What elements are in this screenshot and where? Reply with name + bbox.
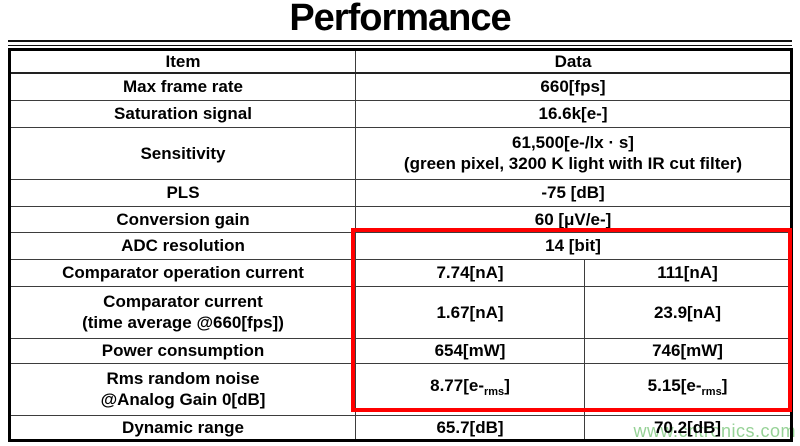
item-cell: Rms random noise @Analog Gain 0[dB] (9, 362, 356, 416)
item-cell: Power consumption (9, 337, 356, 364)
column-header-data: Data (354, 49, 793, 74)
data-cell-right: 23.9[nA] (583, 285, 793, 339)
item-cell: Comparator current (time average @660[fp… (9, 285, 356, 339)
item-line-1: Comparator current (103, 292, 263, 311)
data-line-2: (green pixel, 3200 K light with IR cut f… (403, 154, 743, 173)
rms-subscript: rms (484, 386, 505, 398)
data-cell: 16.6k[e-] (354, 99, 793, 128)
table-header-row: Item Data (9, 49, 793, 74)
table-row: ADC resolution 14 [bit] (9, 231, 793, 260)
item-line-2: @Analog Gain 0[dB] (100, 390, 266, 409)
table-row: Dynamic range 65.7[dB] 70.2[dB] (9, 414, 793, 441)
item-line-2: (time average @660[fps]) (82, 313, 284, 332)
data-cell: 60 [μV/e-] (354, 205, 793, 233)
table-row: Sensitivity 61,500[e-/lx · s] (green pix… (9, 126, 793, 180)
item-cell: Max frame rate (9, 72, 356, 101)
table-row: Saturation signal 16.6k[e-] (9, 99, 793, 128)
table-row: Comparator operation current 7.74[nA] 11… (9, 258, 793, 287)
performance-table: Item Data Max frame rate 660[fps] Satura… (8, 48, 794, 442)
data-cell-right: 746[mW] (583, 337, 793, 364)
data-cell-right: 70.2[dB] (583, 414, 793, 441)
table-row: Max frame rate 660[fps] (9, 72, 793, 101)
table-row: Conversion gain 60 [μV/e-] (9, 205, 793, 233)
item-line-1: Rms random noise (106, 369, 260, 388)
data-cell: 660[fps] (354, 72, 793, 101)
item-cell: Dynamic range (9, 414, 356, 441)
item-cell: Saturation signal (9, 99, 356, 128)
data-cell-left: 1.67[nA] (355, 285, 585, 339)
data-cell-left: 8.77[e-rms] (355, 362, 585, 416)
page-title: Performance (289, 0, 511, 39)
table-row: PLS -75 [dB] (9, 178, 793, 207)
data-line-1: 61,500[e-/lx · s] (512, 133, 634, 152)
data-cell-left: 654[mW] (355, 337, 585, 364)
item-cell: PLS (9, 178, 356, 207)
data-cell: 14 [bit] (354, 231, 793, 260)
item-cell: Sensitivity (9, 126, 356, 180)
table-row: Rms random noise @Analog Gain 0[dB] 8.77… (9, 362, 793, 416)
table-row: Comparator current (time average @660[fp… (9, 285, 793, 339)
title-underline (8, 40, 792, 46)
item-cell: ADC resolution (9, 231, 356, 260)
item-cell: Conversion gain (9, 205, 356, 233)
table-row: Power consumption 654[mW] 746[mW] (9, 337, 793, 364)
data-cell: 61,500[e-/lx · s] (green pixel, 3200 K l… (354, 126, 793, 180)
column-header-item: Item (9, 49, 356, 74)
data-cell-left: 7.74[nA] (355, 258, 585, 287)
data-cell-left: 65.7[dB] (355, 414, 585, 441)
data-cell: -75 [dB] (354, 178, 793, 207)
data-cell-right: 5.15[e-rms] (583, 362, 793, 416)
data-cell-right: 111[nA] (583, 258, 793, 287)
rms-subscript: rms (701, 386, 722, 398)
item-cell: Comparator operation current (9, 258, 356, 287)
